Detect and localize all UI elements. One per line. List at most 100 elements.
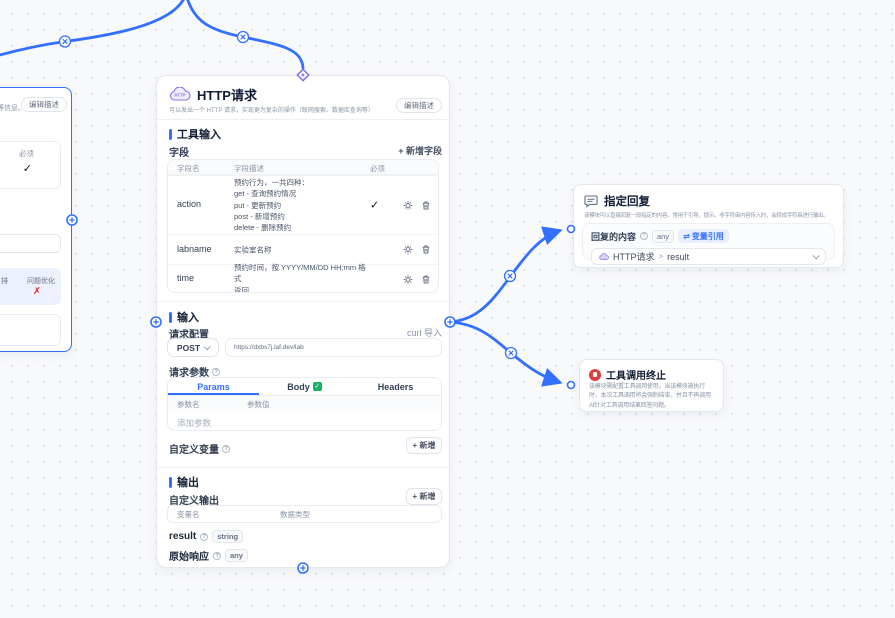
field-name: labname (177, 243, 212, 254)
add-field-button[interactable]: + 新增字段 (398, 146, 442, 156)
table-row: action 预约行为，一共四种： get - 查询预约情况 put - 更新预… (168, 175, 438, 234)
cross-icon: ✗ (33, 286, 41, 297)
stop-icon (589, 368, 601, 381)
http-cloud-icon: HTTP (170, 87, 191, 101)
custom-output-label: 自定义输出 (169, 496, 219, 507)
section-bar (169, 476, 172, 488)
add-variable-button[interactable]: + 新增 (406, 437, 442, 454)
col-var-name: 变量名 (177, 510, 200, 519)
help-icon (212, 367, 220, 376)
left-node-input-field[interactable] (0, 234, 61, 253)
tool-stop-node[interactable]: 工具调用终止 该模块需配置工具调用使用，当该模块被执行时，本次工具调用将会强制结… (579, 359, 724, 412)
node-title: 工具调用终止 (606, 371, 666, 382)
method-select[interactable]: POST (167, 338, 219, 357)
url-input[interactable]: https://dxbs7j.laf.dev/lab (225, 338, 442, 357)
section-output: 输出 (169, 474, 199, 490)
panel-column-label: 问题优化 (27, 278, 55, 285)
tab-params[interactable]: Params (197, 381, 230, 392)
chat-bubble-icon (584, 194, 598, 208)
value-field: result (667, 251, 690, 262)
edge-http-to-stop (449, 320, 563, 387)
active-tab-underline (168, 393, 259, 395)
required-column-header: 必须 (19, 149, 34, 158)
node-description: 可以发出一个 HTTP 请求，实现更为复杂的操作（联网搜索、数据库查询等） (169, 108, 374, 114)
field-desc: 实验室名称 (234, 244, 272, 254)
edit-description-button[interactable]: 编辑描述 (21, 97, 67, 112)
output-table: 变量名 数据类型 (167, 505, 442, 523)
value-separator: > (658, 252, 664, 261)
col-param-name: 参数名 (177, 400, 200, 409)
gear-icon[interactable] (402, 200, 413, 211)
reply-value-select[interactable]: HTTP请求 > result (591, 248, 826, 265)
reply-content-card: 回复的内容 any ⇄ 变量引用 HTTP请求 > result (582, 223, 835, 265)
col-required: 必须 (370, 164, 385, 173)
node-description: 该模块可以直接回复一段指定的内容。常用于引导、提示。非字符串内容传入时，会转成字… (584, 213, 829, 219)
field-desc: 预约时间，按 YYYY/MM/DD HH:mm 格式 返回 (234, 263, 366, 293)
fields-label: 字段 (169, 148, 189, 159)
request-config-label: 请求配置 (169, 330, 209, 341)
output-raw-row: 原始响应 any (169, 548, 248, 563)
table-row: labname 实验室名称 (168, 234, 438, 264)
type-badge: any (652, 229, 675, 243)
variable-reference-button[interactable]: ⇄ 变量引用 (678, 229, 729, 243)
col-param-value: 参数值 (247, 400, 270, 409)
tab-body[interactable]: Body ✓ (287, 381, 322, 392)
field-name: time (177, 273, 195, 284)
node-title: 指定回复 (604, 196, 650, 208)
field-name: action (177, 199, 202, 210)
value-node: HTTP请求 (613, 252, 655, 262)
edge-top-left (0, 0, 185, 57)
type-badge: string (212, 530, 244, 543)
node-title: HTTP请求 (197, 88, 257, 103)
content-label: 回复的内容 (591, 231, 637, 242)
params-tabs: Params Body ✓ Headers (168, 378, 441, 396)
panel-column-fragment: 排 (1, 278, 8, 285)
col-data-type: 数据类型 (280, 510, 310, 519)
add-param-row[interactable]: 添加参数 (177, 418, 212, 428)
output-name: 原始响应 (169, 552, 209, 563)
params-card: Params Body ✓ Headers 参数名 参数值 添加参数 (167, 377, 442, 431)
node-description: 该模块需配置工具调用使用，当该模块被执行时，本次工具调用将会强制结束，并且不再调… (589, 384, 711, 409)
help-icon (213, 551, 221, 560)
edge-top-to-http (186, 0, 305, 70)
edit-description-button[interactable]: 编辑描述 (396, 98, 442, 113)
curl-import-link[interactable]: curl 导入 (406, 328, 442, 338)
trash-icon[interactable] (420, 200, 431, 211)
gear-icon[interactable] (402, 244, 413, 255)
left-node[interactable]: 规则等信息。 编辑描述 必须 ✓ 排 问题优化 ✗ (0, 87, 72, 352)
divider (157, 467, 449, 468)
left-node-highlight-panel: 排 问题优化 ✗ (0, 268, 61, 305)
trash-icon[interactable] (420, 244, 431, 255)
request-params-label: 请求参数 (169, 364, 220, 379)
chevron-down-icon (812, 252, 820, 260)
col-field-name: 字段名 (177, 164, 200, 173)
help-icon (200, 532, 209, 541)
left-node-field-table: 必须 ✓ (0, 141, 61, 189)
section-bar (169, 311, 172, 323)
params-table-header: 参数名 参数值 (168, 396, 441, 412)
cloud-icon (599, 252, 609, 260)
table-row: time 预约时间，按 YYYY/MM/DD HH:mm 格式 返回 (168, 263, 438, 293)
left-node-description: 规则等信息。 (0, 105, 25, 112)
check-icon: ✓ (312, 382, 322, 391)
output-result-row: result string (169, 530, 244, 543)
type-badge: any (225, 549, 248, 562)
check-icon: ✓ (370, 199, 380, 212)
field-desc: 预约行为，一共四种： get - 查询预约情况 put - 更新预约 post … (234, 177, 309, 232)
help-icon (640, 232, 649, 240)
custom-vars-label: 自定义变量 (169, 441, 230, 456)
trash-icon[interactable] (420, 274, 431, 285)
col-field-desc: 字段描述 (234, 164, 264, 173)
help-icon (222, 444, 230, 453)
divider (157, 301, 449, 302)
gear-icon[interactable] (402, 274, 413, 285)
reply-node[interactable]: 指定回复 该模块可以直接回复一段指定的内容。常用于引导、提示。非字符串内容传入时… (573, 184, 844, 268)
fields-table-header: 字段名 字段描述 必须 (168, 160, 438, 175)
http-request-node[interactable]: HTTP HTTP请求 可以发出一个 HTTP 请求，实现更为复杂的操作（联网搜… (156, 75, 450, 568)
left-node-bottom-card (0, 314, 61, 346)
add-output-button[interactable]: + 新增 (406, 488, 442, 505)
section-input: 输入 (169, 309, 199, 325)
tab-headers[interactable]: Headers (377, 381, 414, 392)
divider (157, 119, 449, 120)
